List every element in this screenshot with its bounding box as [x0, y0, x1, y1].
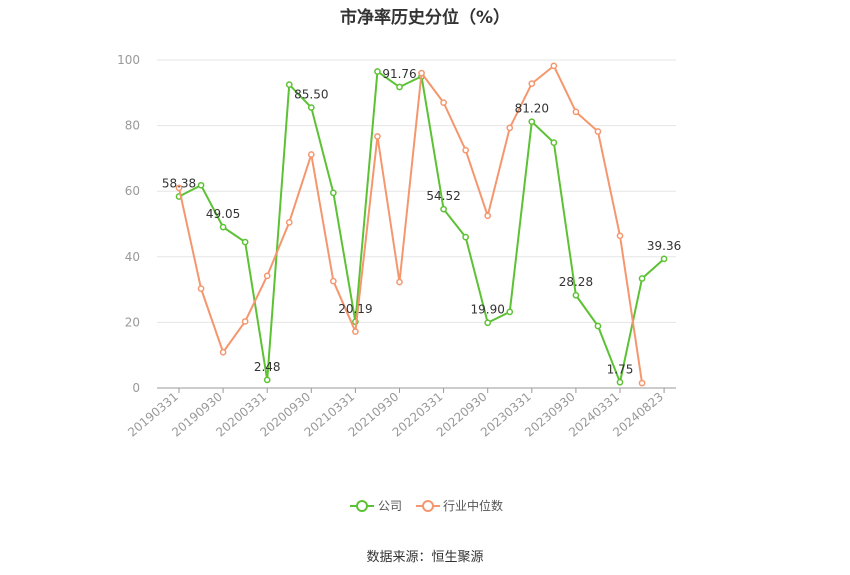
industry-point: [175, 184, 183, 192]
industry-point: [285, 219, 293, 226]
industry-point: [462, 146, 469, 154]
data-label: 19.90: [471, 303, 505, 317]
company-point: [572, 291, 580, 299]
company-point: [550, 139, 558, 147]
data-source: 数据来源：恒生聚源: [366, 550, 484, 565]
company-point: [374, 68, 381, 75]
data-label: 85.50: [294, 88, 328, 102]
company-point: [638, 275, 646, 282]
series-line-industry: [178, 64, 644, 384]
company-point: [197, 181, 205, 189]
y-tick-label: 20: [125, 315, 140, 329]
legend-marker-icon: [356, 500, 368, 512]
legend-item-company[interactable]: 公司: [350, 499, 402, 513]
industry-point: [197, 285, 205, 292]
company-point: [396, 83, 403, 91]
y-tick-label: 0: [132, 381, 140, 395]
industry-point: [528, 80, 536, 87]
company-point: [484, 319, 492, 327]
industry-point: [440, 99, 447, 106]
data-label: 2.48: [254, 360, 281, 374]
legend-item-industry[interactable]: 行业中位数: [416, 498, 503, 513]
data-label: 91.76: [382, 67, 416, 81]
chart-title: 市净率历史分位（%）: [339, 8, 511, 28]
company-point: [462, 233, 469, 241]
industry-point: [307, 151, 315, 158]
industry-point: [484, 212, 492, 220]
company-point: [506, 308, 514, 316]
company-point: [616, 378, 624, 386]
y-tick-label: 80: [125, 119, 140, 133]
company-point: [219, 223, 227, 231]
company-point: [440, 205, 447, 213]
industry-point: [550, 62, 558, 70]
industry-point: [374, 133, 381, 140]
industry-point: [594, 128, 602, 135]
industry-point: [241, 318, 249, 325]
company-point: [528, 118, 536, 126]
axes: 0204060801002019033120190930202003312020…: [117, 53, 676, 440]
legend-label: 行业中位数: [443, 498, 503, 513]
gridlines: [157, 59, 676, 323]
industry-point: [396, 278, 403, 286]
data-label: 81.20: [515, 102, 549, 116]
data-label: 39.36: [647, 239, 681, 253]
industry-point: [263, 272, 271, 280]
data-label: 49.05: [206, 207, 240, 221]
legend-marker-icon: [422, 500, 434, 512]
company-point: [241, 238, 249, 246]
legend-label: 公司: [378, 499, 402, 513]
company-point: [330, 189, 337, 197]
y-tick-label: 60: [125, 184, 140, 198]
series: [175, 62, 668, 387]
data-label: 58.38: [162, 177, 196, 191]
data-label: 1.75: [607, 362, 634, 376]
legend[interactable]: 公司 行业中位数: [350, 498, 503, 513]
industry-point: [352, 328, 359, 335]
data-label: 20.19: [338, 302, 372, 316]
y-tick-label: 100: [117, 53, 140, 67]
y-tick-label: 40: [125, 250, 140, 264]
data-label: 28.28: [559, 275, 593, 289]
data-labels: 58.38 49.05 2.48 85.50 20.19 91.76 54.52 19.90 8…: [162, 67, 681, 376]
industry-point: [572, 108, 580, 116]
company-point: [285, 81, 293, 88]
industry-point: [506, 124, 514, 132]
industry-point: [418, 69, 425, 77]
data-label: 54.52: [426, 189, 460, 203]
company-point: [660, 255, 668, 263]
company-point: [263, 376, 271, 384]
industry-point: [638, 379, 646, 387]
industry-point: [219, 348, 227, 356]
company-point: [307, 104, 315, 111]
industry-point: [330, 277, 337, 285]
company-point: [594, 322, 602, 330]
series-line-company: [178, 70, 665, 384]
industry-point: [616, 232, 624, 240]
